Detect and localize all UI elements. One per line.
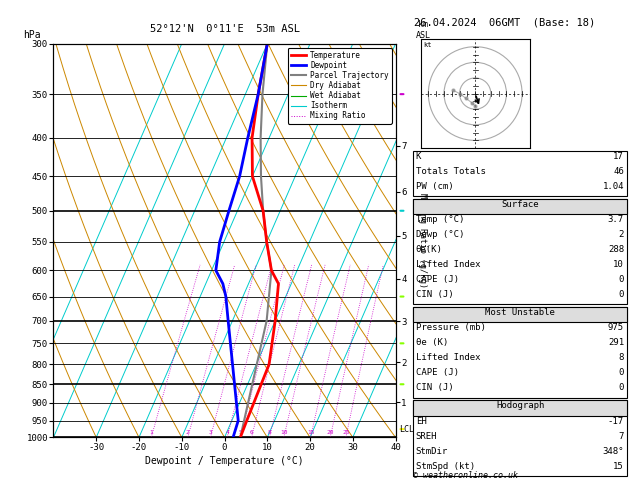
Text: 4: 4 — [225, 431, 229, 435]
Text: Surface: Surface — [501, 200, 539, 209]
Text: CIN (J): CIN (J) — [416, 383, 454, 393]
Text: 10: 10 — [613, 260, 624, 269]
Text: 0: 0 — [618, 275, 624, 284]
Text: 26.04.2024  06GMT  (Base: 18): 26.04.2024 06GMT (Base: 18) — [414, 17, 595, 27]
Text: kt: kt — [424, 42, 432, 48]
Text: 1.04: 1.04 — [603, 182, 624, 191]
Text: 3: 3 — [209, 431, 213, 435]
Text: SREH: SREH — [416, 432, 437, 441]
Bar — [413, 400, 627, 476]
Text: 0: 0 — [618, 290, 624, 299]
Text: θe (K): θe (K) — [416, 338, 448, 347]
Text: 288: 288 — [608, 245, 624, 254]
Text: 17: 17 — [613, 152, 624, 161]
Text: LCL: LCL — [399, 425, 414, 434]
Text: 15: 15 — [307, 431, 314, 435]
Bar — [413, 199, 627, 214]
Text: 52°12'N  0°11'E  53m ASL: 52°12'N 0°11'E 53m ASL — [150, 24, 299, 34]
Text: 3.7: 3.7 — [608, 215, 624, 224]
Text: 291: 291 — [608, 338, 624, 347]
Text: CAPE (J): CAPE (J) — [416, 368, 459, 378]
Text: 7: 7 — [618, 432, 624, 441]
Bar — [413, 151, 627, 196]
Text: PW (cm): PW (cm) — [416, 182, 454, 191]
Text: 46: 46 — [613, 167, 624, 176]
Text: 2: 2 — [618, 230, 624, 239]
Text: K: K — [416, 152, 421, 161]
Text: 8: 8 — [618, 353, 624, 363]
Y-axis label: Mixing Ratio (g/kg): Mixing Ratio (g/kg) — [418, 193, 426, 288]
Text: StmDir: StmDir — [416, 447, 448, 456]
Text: 6: 6 — [250, 431, 253, 435]
Text: Most Unstable: Most Unstable — [485, 308, 555, 317]
Text: 0: 0 — [618, 383, 624, 393]
Bar — [413, 307, 627, 398]
Bar — [413, 199, 627, 304]
Text: StmSpd (kt): StmSpd (kt) — [416, 462, 475, 471]
Text: 975: 975 — [608, 323, 624, 332]
Text: 15: 15 — [613, 462, 624, 471]
Text: Totals Totals: Totals Totals — [416, 167, 486, 176]
Text: 20: 20 — [326, 431, 334, 435]
Text: Temp (°C): Temp (°C) — [416, 215, 464, 224]
Text: Lifted Index: Lifted Index — [416, 260, 481, 269]
Text: Hodograph: Hodograph — [496, 401, 544, 411]
Text: Dewp (°C): Dewp (°C) — [416, 230, 464, 239]
Text: 2: 2 — [186, 431, 190, 435]
Text: 8: 8 — [267, 431, 271, 435]
Bar — [413, 307, 627, 322]
Text: km
ASL: km ASL — [415, 20, 430, 40]
Text: Lifted Index: Lifted Index — [416, 353, 481, 363]
Text: θe(K): θe(K) — [416, 245, 443, 254]
X-axis label: Dewpoint / Temperature (°C): Dewpoint / Temperature (°C) — [145, 456, 304, 466]
Text: hPa: hPa — [23, 30, 40, 40]
Text: 1: 1 — [150, 431, 153, 435]
Text: EH: EH — [416, 417, 426, 426]
Text: 25: 25 — [342, 431, 350, 435]
Text: 348°: 348° — [603, 447, 624, 456]
Text: -17: -17 — [608, 417, 624, 426]
Text: Pressure (mb): Pressure (mb) — [416, 323, 486, 332]
Legend: Temperature, Dewpoint, Parcel Trajectory, Dry Adiabat, Wet Adiabat, Isotherm, Mi: Temperature, Dewpoint, Parcel Trajectory… — [288, 48, 392, 123]
Text: CAPE (J): CAPE (J) — [416, 275, 459, 284]
Bar — [413, 400, 627, 416]
Text: 10: 10 — [280, 431, 287, 435]
Text: 5: 5 — [238, 431, 242, 435]
Text: © weatheronline.co.uk: © weatheronline.co.uk — [413, 471, 518, 480]
Text: 0: 0 — [618, 368, 624, 378]
Text: CIN (J): CIN (J) — [416, 290, 454, 299]
